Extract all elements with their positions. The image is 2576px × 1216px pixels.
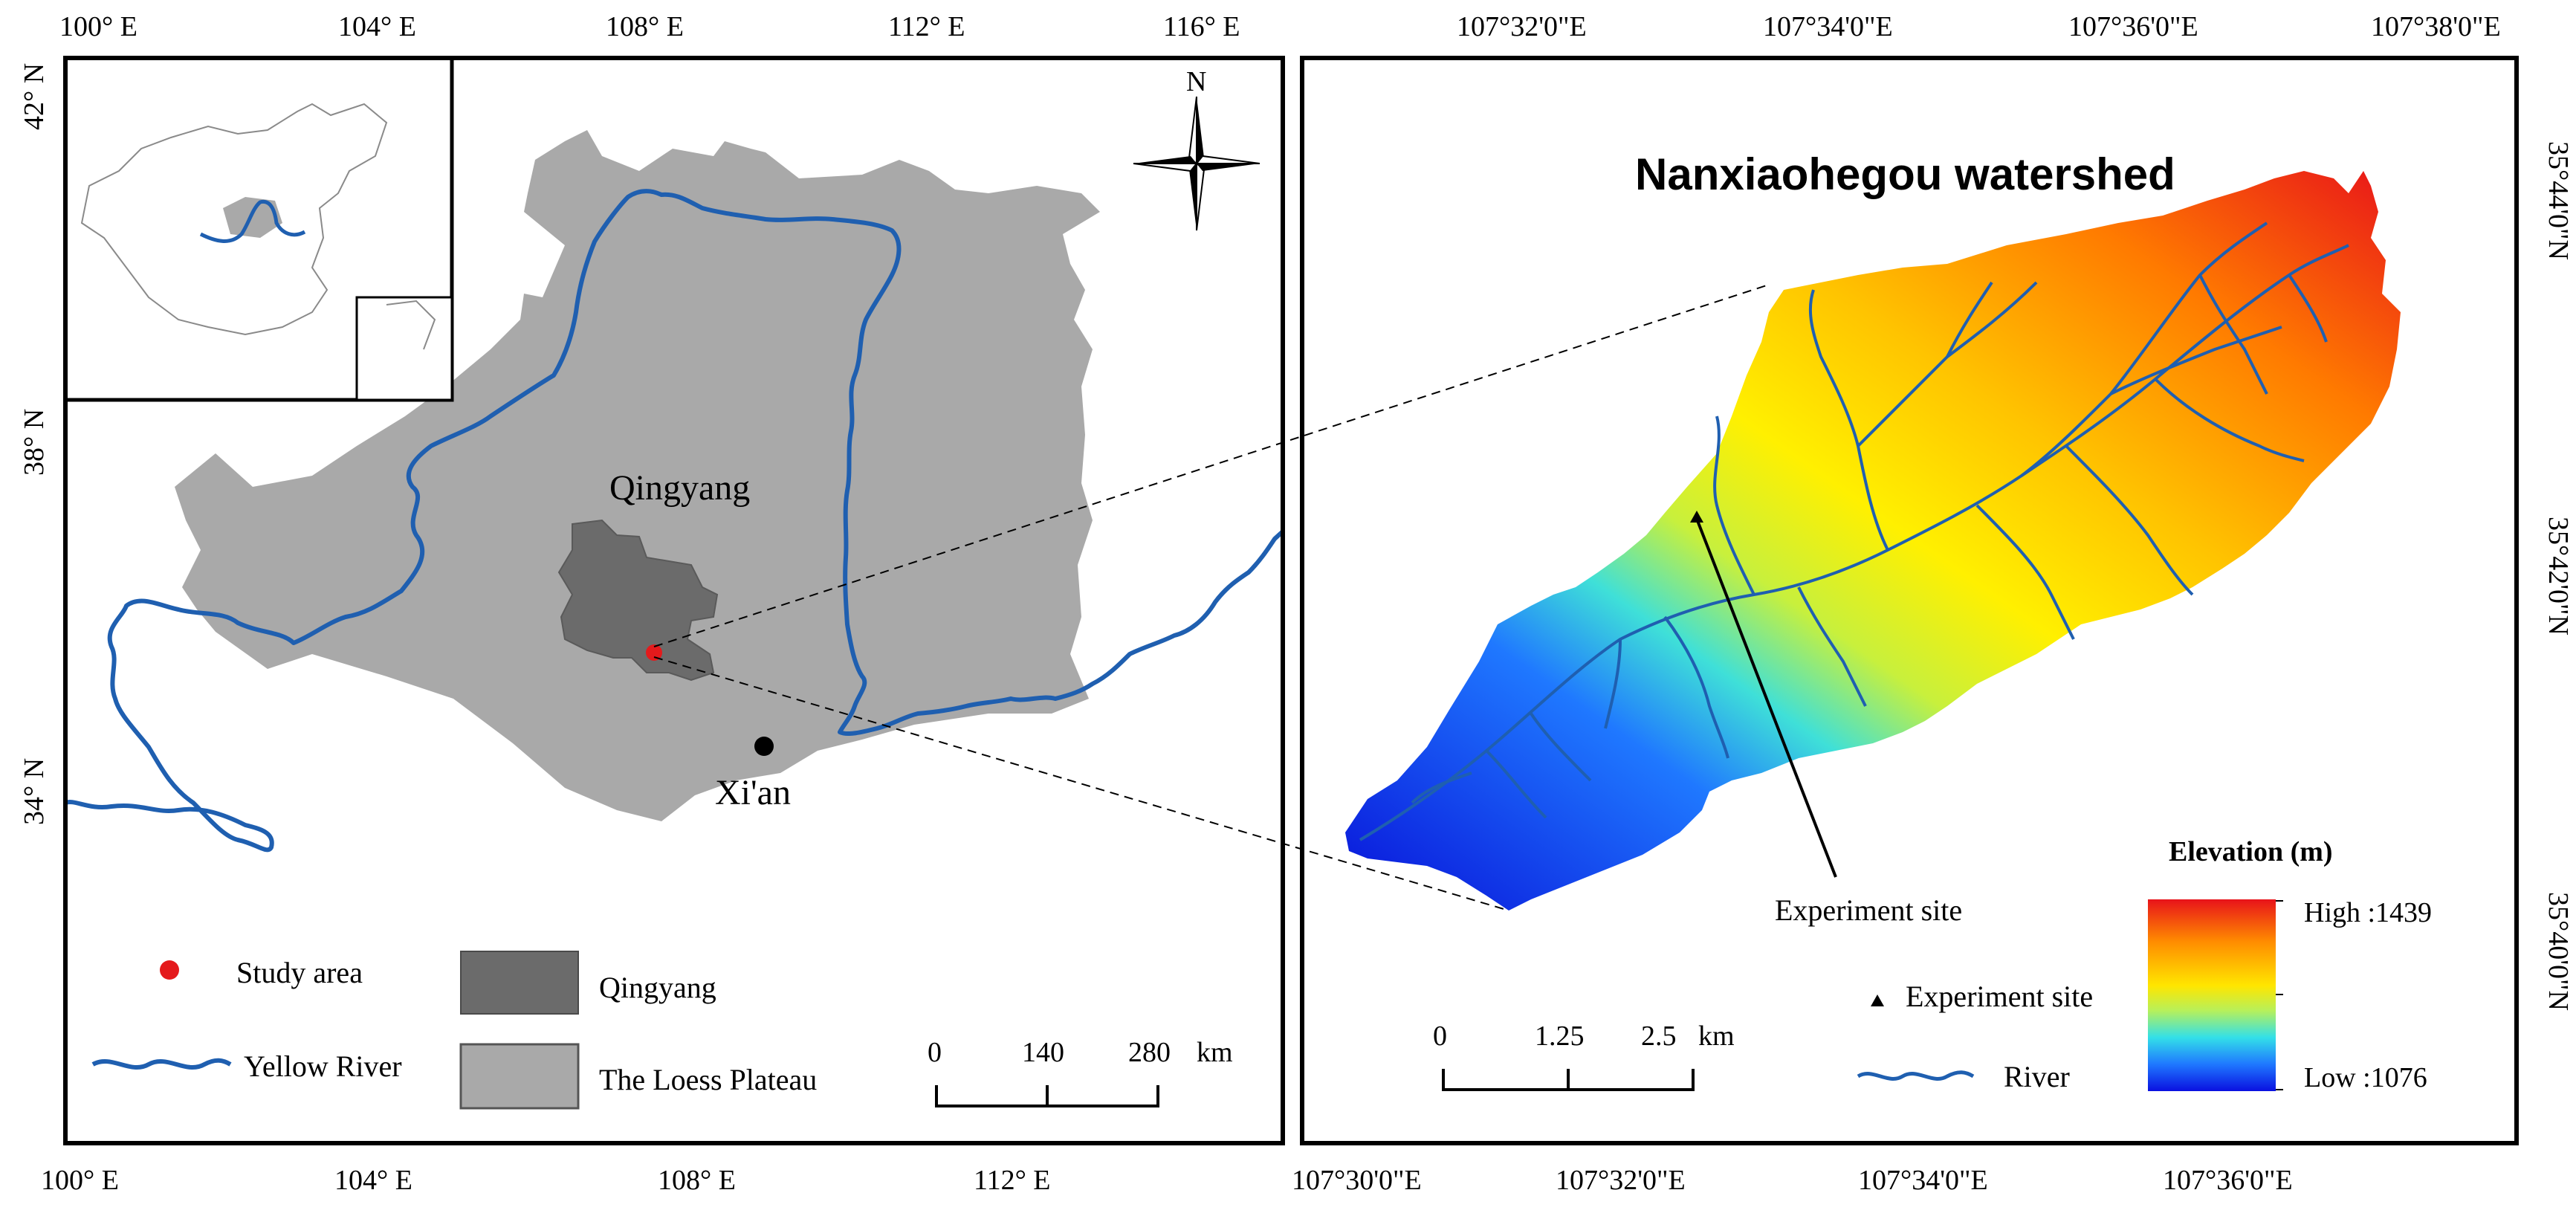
study-area-point [646,644,662,661]
left-bottom-tick: 108° E [658,1165,736,1196]
river-legend-icon [1857,1070,1975,1081]
left-side-tick: 42° N [19,63,50,130]
experiment-site-leader [1695,518,1837,878]
qingyang-legend-swatch [460,951,579,1015]
experiment-site-label: Experiment site [1775,893,1962,927]
left-top-tick: 108° E [606,11,684,42]
yellow-river-legend-label: Yellow River [244,1050,402,1083]
right-top-tick: 107°34'0"E [1763,11,1893,42]
right-side-tick-labels: 35°44'0"N 35°42'0"N 35°40'0"N [2543,141,2574,1011]
left-scale-bar: 0 140 280 km [928,1037,1233,1107]
experiment-site-legend-label: Experiment site [1906,980,2093,1013]
left-bottom-tick: 104° E [334,1165,412,1196]
loess-plateau-legend-swatch [459,1043,580,1110]
right-side-tick: 35°44'0"N [2543,141,2574,260]
xian-point [754,737,774,756]
zoom-connector-lines [653,284,1770,911]
left-scale-tick: 0 [928,1037,942,1068]
qingyang-legend-label: Qingyang [599,971,716,1004]
left-scale-unit: km [1197,1037,1233,1068]
left-top-tick-labels: 100° E 104° E 108° E 112° E 116° E [59,11,1240,42]
left-map-frame [63,56,1285,1145]
left-scale-tick: 140 [1022,1037,1064,1068]
watershed-elevation-area [1345,171,2401,911]
yellow-river-line [65,189,1283,853]
xian-place-label: Xi'an [715,773,791,812]
left-top-tick: 100° E [59,11,137,42]
elevation-low-label: Low :1076 [2304,1062,2427,1093]
right-bottom-tick-labels: 107°30'0"E 107°32'0"E 107°34'0"E 107°36'… [1292,1165,2293,1196]
north-arrow-icon: N [1133,66,1261,231]
experiment-site-legend-icon [1871,995,1884,1006]
left-side-tick: 34° N [19,758,50,825]
elevation-color-ramp [2148,899,2276,1091]
right-top-tick: 107°38'0"E [2371,11,2501,42]
left-bottom-tick: 112° E [974,1165,1051,1196]
inset-loess-area [223,197,282,238]
watershed-title: Nanxiaohegou watershed [1635,149,2175,199]
right-side-tick: 35°42'0"N [2543,517,2574,636]
right-side-tick: 35°40'0"N [2543,892,2574,1011]
left-top-tick: 112° E [888,11,965,42]
right-scale-bar: 0 1.25 2.5 km [1433,1021,1735,1091]
right-scale-tick: 2.5 [1641,1021,1677,1052]
inset-yellow-river [199,199,306,243]
right-bottom-tick: 107°30'0"E [1292,1165,1422,1196]
china-outline [80,103,388,336]
right-scale-tick: 1.25 [1535,1021,1585,1052]
right-scale-unit: km [1698,1021,1735,1052]
left-top-tick: 116° E [1163,11,1240,42]
right-bottom-tick: 107°34'0"E [1858,1165,1988,1196]
right-top-tick: 107°32'0"E [1457,11,1587,42]
loess-plateau-legend-label: The Loess Plateau [599,1063,817,1096]
yellow-river-legend-icon [91,1058,232,1070]
left-bottom-tick: 100° E [41,1165,119,1196]
qingyang-area [557,519,719,682]
right-top-tick-labels: 107°32'0"E 107°34'0"E 107°36'0"E 107°38'… [1457,11,2501,42]
watershed-river-network [1359,221,2349,841]
river-legend-label: River [2004,1060,2070,1093]
right-bottom-tick: 107°32'0"E [1556,1165,1686,1196]
left-side-tick-labels: 42° N 38° N 34° N [19,63,50,825]
right-bottom-tick: 107°36'0"E [2163,1165,2293,1196]
right-map-frame [1300,56,2519,1145]
loess-plateau-area [175,130,1100,821]
study-area-legend-icon [160,960,179,980]
elevation-high-label: High :1439 [2304,897,2432,928]
left-map-panel: Qingyang Xi'an N 100° E 10 [19,11,1285,1196]
china-inset-map [63,56,454,402]
left-scale-tick: 280 [1128,1037,1171,1068]
left-top-tick: 104° E [338,11,416,42]
right-top-tick: 107°36'0"E [2068,11,2198,42]
left-legend: Study area Yellow River Qingyang The Loe… [91,951,817,1110]
north-label: N [1186,66,1206,97]
qingyang-place-label: Qingyang [609,468,750,508]
right-scale-tick: 0 [1433,1021,1447,1052]
right-map-panel: Experiment site Nanxiaohegou watershed 1… [1292,11,2574,1196]
experiment-site-marker [1690,511,1703,523]
elevation-legend: Elevation (m) High :1439 Low :1076 Exper… [1857,836,2432,1093]
left-side-tick: 38° N [19,409,50,476]
study-area-legend-label: Study area [236,956,363,989]
left-bottom-tick-labels: 100° E 104° E 108° E 112° E [41,1165,1051,1196]
elevation-legend-title: Elevation (m) [2169,836,2333,867]
